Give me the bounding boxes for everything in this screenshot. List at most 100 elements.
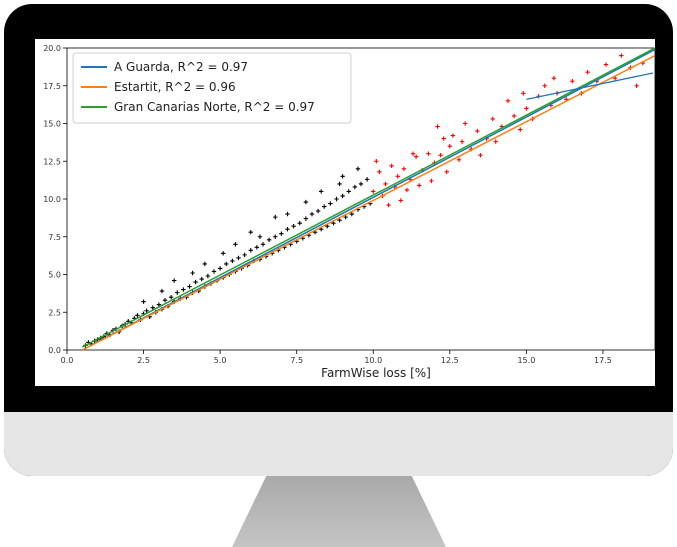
data-point-black (266, 237, 272, 242)
data-point-black (340, 174, 345, 179)
data-point-red (521, 91, 526, 96)
data-point-black (187, 284, 192, 289)
legend-entry: A Guarda, R^2 = 0.97 (114, 60, 248, 74)
annotation-arrow (526, 72, 654, 100)
data-point-black (193, 279, 198, 285)
data-point-black (233, 242, 238, 247)
x-tick-label: 5.0 (214, 356, 227, 365)
data-point-red (416, 183, 422, 188)
data-point-red (429, 178, 434, 184)
data-point-red (377, 169, 382, 175)
y-tick-label: 15.0 (43, 120, 61, 129)
data-point-black (150, 305, 155, 310)
data-point-red (603, 62, 609, 67)
data-point-red (493, 139, 498, 144)
data-point-red (404, 187, 410, 193)
data-point-black (315, 208, 321, 214)
fit-lines (81, 47, 655, 351)
data-point-black (224, 261, 229, 267)
data-point-red (478, 153, 483, 158)
data-point-black (190, 270, 195, 276)
x-tick-label: 10.0 (364, 356, 382, 365)
data-point-red (634, 83, 639, 88)
data-point-black (199, 276, 204, 282)
data-point-black (202, 261, 208, 267)
data-point-black (328, 201, 333, 206)
fit-line-0 (81, 48, 655, 351)
data-point-black (257, 234, 263, 239)
data-point-red (426, 151, 431, 156)
data-point-red (619, 53, 624, 58)
data-point-red (524, 106, 529, 111)
data-point-black (211, 269, 217, 274)
data-point-red (475, 128, 480, 134)
data-point-black (346, 189, 351, 194)
data-point-black (273, 234, 278, 239)
data-point-red (462, 121, 468, 126)
data-point-black (285, 227, 290, 232)
data-point-black (285, 211, 290, 217)
x-tick-label: 17.5 (594, 356, 612, 365)
y-tick-label: 7.5 (48, 233, 61, 242)
data-point-black (349, 211, 355, 217)
fit-line-2 (81, 47, 655, 348)
data-point-black (352, 184, 358, 190)
data-point-black (343, 214, 348, 220)
data-point-black (340, 193, 345, 199)
data-point-black (171, 278, 177, 283)
y-tick-label: 10.0 (43, 195, 61, 204)
y-tick-label: 20.0 (43, 44, 61, 53)
data-point-red (456, 157, 462, 162)
data-point-red (511, 113, 517, 119)
data-point-red (386, 202, 391, 208)
data-point-black (168, 294, 174, 300)
data-point-black (141, 299, 146, 304)
data-point-red (444, 169, 449, 175)
monitor-stand (232, 476, 446, 547)
data-point-red (585, 69, 590, 75)
fit-line-1 (81, 54, 655, 351)
data-point-black (181, 287, 186, 292)
data-point-black (248, 230, 253, 235)
data-point-red (410, 151, 416, 156)
data-point-black (318, 189, 324, 194)
data-point-black (175, 290, 180, 295)
data-point-black (364, 177, 370, 182)
data-point-black (236, 255, 241, 261)
data-point-red (395, 174, 400, 179)
data-point-red (551, 76, 557, 81)
data-point-red (450, 133, 456, 138)
data-point-red (398, 198, 404, 203)
data-point-black (144, 308, 149, 313)
data-point-red (438, 153, 443, 158)
y-tick-label: 0.0 (48, 346, 61, 355)
data-point-red (371, 189, 376, 194)
data-point-black (242, 252, 247, 258)
x-tick-label: 7.5 (290, 356, 303, 365)
data-point-red (413, 154, 419, 159)
data-point-red (505, 98, 511, 104)
data-point-red (435, 124, 440, 129)
data-point-black (297, 220, 302, 226)
data-point-black (273, 214, 278, 220)
data-point-red (401, 166, 407, 171)
data-point-red (490, 116, 495, 122)
data-point-red (459, 139, 465, 144)
data-point-red (441, 136, 446, 141)
y-tick-label: 17.5 (43, 82, 61, 91)
data-point-black (322, 204, 327, 209)
legend-entry: Gran Canarias Norte, R^2 = 0.97 (114, 100, 315, 114)
data-point-black (303, 199, 309, 205)
x-axis-label: FarmWise loss [%] (321, 366, 431, 380)
data-point-red (374, 159, 379, 164)
data-point-black (162, 297, 168, 303)
data-point-black (248, 248, 253, 253)
y-tick-label: 2.5 (48, 308, 61, 317)
data-point-black (309, 211, 315, 217)
x-tick-label: 0.0 (61, 356, 74, 365)
data-point-red (447, 143, 453, 149)
chart-screen: 0.0 2.5 5.0 7.5 10.0 12.5 15.0 17.5 0.0 2.5 5.0 7.… (35, 39, 655, 386)
data-point-black (260, 242, 266, 247)
data-point-red (383, 181, 388, 187)
data-point-black (254, 245, 260, 250)
